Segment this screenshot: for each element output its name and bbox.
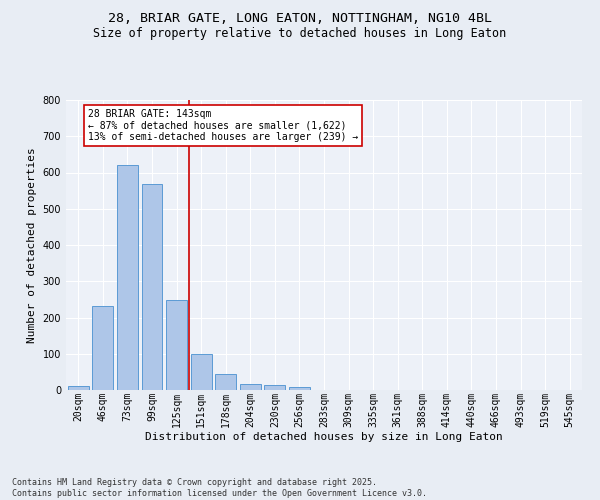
Bar	[92, 306, 113, 390]
Bar	[265, 384, 286, 390]
Bar	[166, 300, 187, 390]
Text: Contains HM Land Registry data © Crown copyright and database right 2025.
Contai: Contains HM Land Registry data © Crown c…	[12, 478, 427, 498]
Bar	[68, 386, 89, 390]
Bar	[215, 374, 236, 390]
Bar	[240, 384, 261, 390]
X-axis label: Distribution of detached houses by size in Long Eaton: Distribution of detached houses by size …	[145, 432, 503, 442]
Bar	[142, 184, 163, 390]
Text: 28 BRIAR GATE: 143sqm
← 87% of detached houses are smaller (1,622)
13% of semi-d: 28 BRIAR GATE: 143sqm ← 87% of detached …	[88, 109, 358, 142]
Bar	[289, 388, 310, 390]
Bar	[191, 354, 212, 390]
Bar	[117, 165, 138, 390]
Text: Size of property relative to detached houses in Long Eaton: Size of property relative to detached ho…	[94, 28, 506, 40]
Text: 28, BRIAR GATE, LONG EATON, NOTTINGHAM, NG10 4BL: 28, BRIAR GATE, LONG EATON, NOTTINGHAM, …	[108, 12, 492, 26]
Y-axis label: Number of detached properties: Number of detached properties	[27, 147, 37, 343]
